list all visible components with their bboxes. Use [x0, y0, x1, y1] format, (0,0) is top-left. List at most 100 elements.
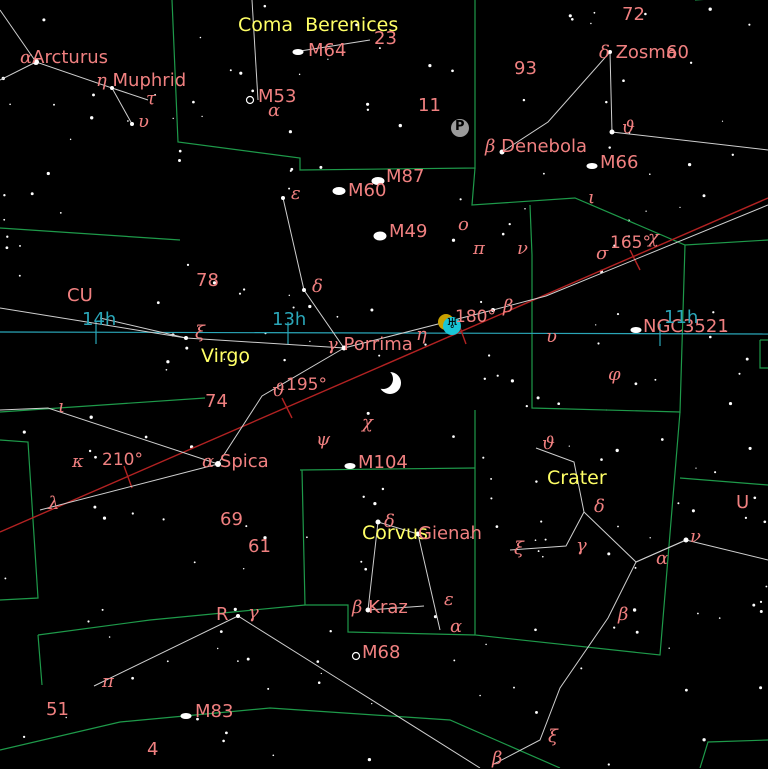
galaxy-m66-icon[interactable] [586, 163, 598, 169]
uranus-symbol: ♅ [446, 316, 459, 332]
faint-star [288, 187, 291, 190]
faint-star [632, 608, 637, 612]
faint-star [242, 567, 245, 570]
faint-star [185, 346, 189, 350]
dso-label-m66: M66 [600, 152, 639, 173]
bright-stars [33, 50, 689, 618]
faint-star [600, 458, 603, 461]
faint-star [6, 235, 9, 238]
pluto-icon[interactable] [451, 119, 469, 137]
uranus-icon[interactable] [443, 317, 461, 335]
faint-star [635, 630, 639, 634]
galaxy-m87-icon[interactable] [371, 177, 385, 185]
faint-star [605, 100, 608, 104]
virgo-line [0, 347, 345, 465]
faint-star [131, 512, 134, 515]
star[interactable] [415, 531, 421, 537]
faint-star [242, 288, 246, 291]
cluster-m53-icon[interactable] [245, 95, 255, 105]
faint-star [4, 577, 7, 580]
faint-star [42, 18, 46, 22]
greek-label: ν [690, 526, 701, 547]
star[interactable] [33, 59, 39, 65]
faint-star [608, 146, 611, 149]
galaxy-m60-icon[interactable] [332, 187, 346, 195]
star[interactable] [608, 50, 612, 54]
faint-star [93, 505, 97, 509]
faint-star [327, 58, 329, 60]
faint-star [298, 73, 301, 76]
greek-label: φ [608, 364, 621, 385]
greek-label: ι [58, 396, 66, 417]
virgo-line [39, 463, 219, 511]
galaxy-m83-icon[interactable] [180, 713, 192, 719]
faint-star [613, 244, 616, 247]
star[interactable] [341, 345, 347, 351]
star[interactable] [683, 537, 689, 543]
star[interactable] [184, 336, 188, 340]
star[interactable] [236, 614, 240, 618]
hydra-line [93, 615, 481, 768]
faint-star [65, 716, 67, 719]
ra-label-13h: 13h [272, 309, 307, 330]
faint-star [193, 561, 196, 564]
star[interactable] [281, 196, 285, 200]
greek-label: α [656, 548, 669, 569]
faint-star [480, 300, 483, 304]
constellation-name-coma: Coma Berenices [238, 14, 399, 36]
moon-icon[interactable] [373, 369, 401, 394]
star[interactable] [130, 122, 134, 126]
galaxy-ngc3521-icon[interactable] [630, 327, 642, 333]
faint-star [378, 354, 381, 357]
faint-star [622, 79, 625, 83]
faint-star [501, 232, 505, 236]
faint-star [233, 607, 237, 612]
galaxy-m49-icon[interactable] [373, 231, 387, 241]
star[interactable] [302, 288, 306, 292]
boundary-line [0, 397, 206, 413]
faint-star [428, 64, 432, 68]
faint-star [329, 629, 332, 633]
star[interactable] [215, 461, 221, 467]
dso-label-m83: M83 [195, 701, 234, 722]
faint-star [288, 294, 291, 297]
star[interactable] [110, 86, 114, 90]
faint-star [367, 757, 372, 762]
faint-star [524, 207, 526, 210]
star[interactable] [609, 129, 615, 135]
star[interactable] [499, 149, 505, 155]
flamsteed-label: 93 [514, 58, 537, 79]
bootes-line [111, 87, 149, 101]
faint-star [263, 536, 267, 540]
faint-star [87, 620, 90, 623]
faint-star [544, 538, 547, 541]
star-name: Porrima [343, 334, 413, 355]
star[interactable] [491, 308, 495, 312]
greek-gamma: γ [327, 334, 338, 355]
variable-star-u: U [736, 492, 750, 513]
crater-line [509, 447, 585, 551]
faint-star [451, 238, 456, 242]
faint-star [667, 320, 670, 324]
faint-star [660, 438, 664, 441]
faint-star [186, 263, 190, 267]
boundary-line [0, 707, 561, 768]
star-name: Kraz [368, 597, 408, 618]
faint-star [101, 608, 104, 611]
coma-line [293, 39, 371, 53]
faint-star [362, 495, 365, 498]
faint-star [201, 115, 203, 118]
cluster-m68-icon[interactable] [351, 651, 361, 661]
faint-star [378, 47, 381, 50]
greek-label: β [492, 748, 503, 769]
galaxy-m64-icon[interactable] [292, 49, 304, 55]
dso-label-m49: M49 [389, 221, 428, 242]
greek-alpha: α [20, 47, 33, 68]
star[interactable] [365, 607, 371, 613]
flamsteed-label: 51 [46, 699, 69, 720]
star-label-kraz: β Kraz [352, 599, 408, 617]
star[interactable] [375, 519, 381, 525]
galaxy-m104-icon[interactable] [344, 463, 356, 469]
faint-star [649, 537, 651, 539]
